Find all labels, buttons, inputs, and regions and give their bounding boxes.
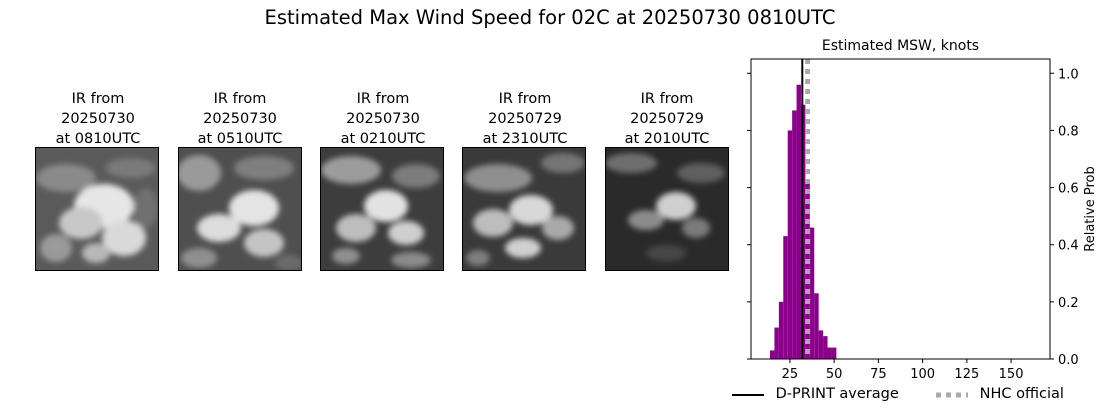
histogram-bar: [823, 336, 828, 359]
legend-solid-line-icon: [732, 394, 764, 396]
ir-title-line: IR from: [356, 91, 410, 107]
ir-title-line: 20250730: [61, 111, 135, 127]
ir-title-line: at 0210UTC: [340, 131, 426, 147]
ir-title-line: 20250730: [346, 111, 420, 127]
x-tick-label: 50: [826, 367, 843, 382]
histogram-bar: [770, 350, 775, 359]
y-tick-label: 0.0: [1058, 353, 1079, 368]
figure-title: Estimated Max Wind Speed for 02C at 2025…: [264, 6, 836, 29]
ir-image-3: [320, 147, 444, 271]
x-tick-label: 25: [782, 367, 799, 382]
ir-panel-title-3: IR from 20250730 at 0210UTC: [308, 89, 458, 149]
ir-title-line: 20250729: [630, 111, 704, 127]
histogram-bar: [787, 130, 793, 359]
ir-title-line: IR from: [498, 91, 552, 107]
histogram-bar: [831, 347, 837, 359]
ir-panel-title-2: IR from 20250730 at 0510UTC: [165, 89, 315, 149]
legend-label: NHC official: [979, 386, 1064, 402]
plot-frame: [750, 58, 1051, 360]
ir-panel-title-1: IR from 20250730 at 0810UTC: [23, 89, 173, 149]
legend-dotted-line-icon: [936, 392, 968, 398]
x-tick-label: 150: [999, 367, 1024, 382]
histogram-bar: [783, 236, 788, 359]
ir-title-line: at 0810UTC: [55, 131, 141, 147]
y-tick-label: 0.6: [1058, 182, 1079, 197]
x-tick-label: 75: [870, 367, 887, 382]
histogram-bar: [778, 301, 784, 359]
histogram-bar: [814, 293, 819, 359]
ir-image-4: [462, 147, 586, 271]
legend-item-dprint: D-PRINT average: [731, 386, 899, 402]
ir-title-line: at 0510UTC: [197, 131, 283, 147]
histogram-bar: [792, 110, 797, 359]
x-tick-label: 125: [954, 367, 979, 382]
ir-panel-title-4: IR from 20250729 at 2310UTC: [450, 89, 600, 149]
histogram-bar: [796, 84, 801, 359]
legend-label: D-PRINT average: [775, 386, 899, 402]
histogram-bar: [809, 227, 815, 359]
ir-image-2: [178, 147, 302, 271]
y-tick-label: 0.8: [1058, 124, 1079, 139]
ir-title-line: IR from: [71, 91, 125, 107]
legend-item-nhc: NHC official: [935, 386, 1064, 402]
ir-title-line: at 2310UTC: [482, 131, 568, 147]
ir-title-line: 20250730: [203, 111, 277, 127]
x-tick-label: 100: [910, 367, 935, 382]
histogram-bar: [827, 347, 832, 359]
y-tick-label: 0.4: [1058, 239, 1079, 254]
histogram-bar: [818, 330, 824, 359]
ir-title-line: 20250729: [488, 111, 562, 127]
y-tick-label: 1.0: [1058, 67, 1079, 82]
ir-title-line: IR from: [640, 91, 694, 107]
ir-title-line: IR from: [213, 91, 267, 107]
chart-title: Estimated MSW, knots: [822, 38, 979, 54]
y-tick-label: 0.2: [1058, 296, 1079, 311]
histogram-bar: [774, 327, 779, 359]
ir-title-line: at 2010UTC: [624, 131, 710, 147]
y-axis-label: Relative Prob: [1083, 166, 1098, 251]
ir-image-1: [35, 147, 159, 271]
ir-panel-title-5: IR from 20250729 at 2010UTC: [592, 89, 742, 149]
ir-image-5: [605, 147, 729, 271]
